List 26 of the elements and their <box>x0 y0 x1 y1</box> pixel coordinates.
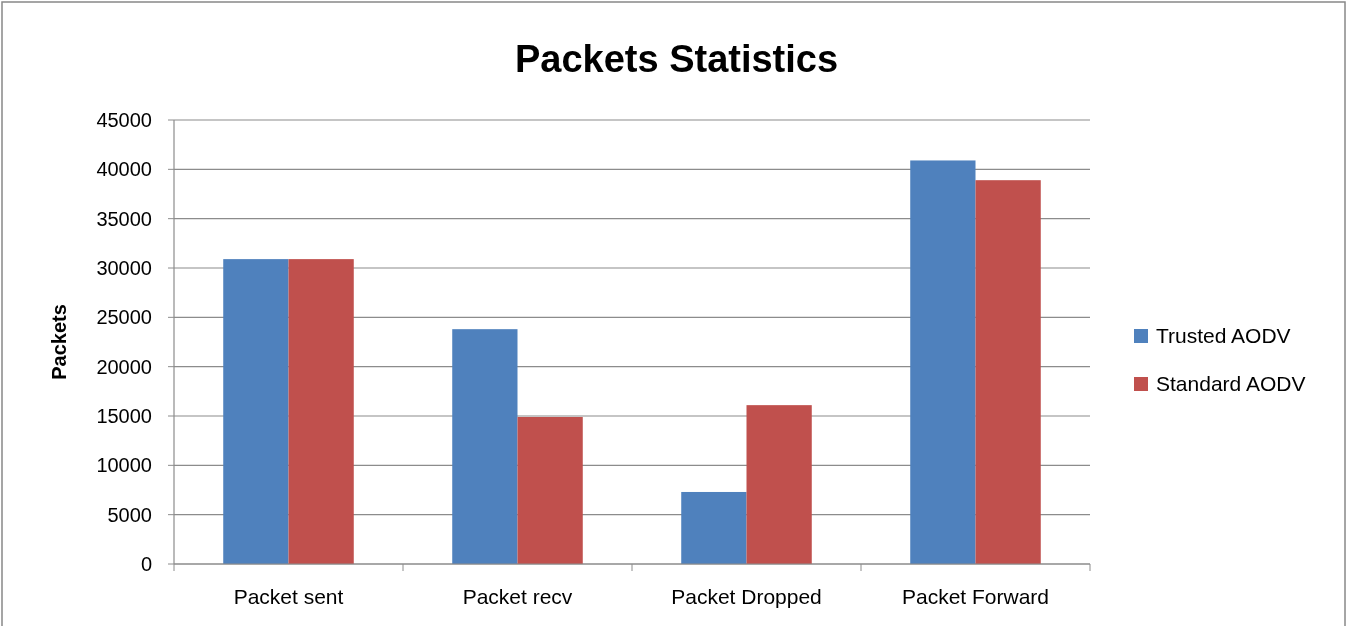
bar <box>223 259 289 564</box>
y-tick-label: 0 <box>140 553 152 575</box>
bar <box>288 259 354 564</box>
y-tick-label: 20000 <box>96 355 152 378</box>
bar <box>975 180 1041 564</box>
bar <box>452 329 518 564</box>
y-tick-label: 5000 <box>107 503 152 526</box>
x-tick-label: Packet Dropped <box>671 585 822 608</box>
y-tick-label: 25000 <box>96 306 152 329</box>
bar <box>910 160 976 564</box>
x-tick-label: Packet sent <box>233 585 344 608</box>
chart-title: Packets Statistics <box>514 38 839 80</box>
y-tick-label: 35000 <box>96 207 152 230</box>
y-axis-title: Packets <box>48 304 70 380</box>
bar <box>746 405 812 564</box>
y-tick-label: 40000 <box>96 158 152 181</box>
y-tick-label: 30000 <box>96 257 152 279</box>
bar <box>681 491 747 564</box>
y-tick-label: 45000 <box>96 109 152 131</box>
x-tick-label: Packet Forward <box>901 585 1050 608</box>
legend-label: Trusted AODV <box>1156 324 1291 348</box>
x-tick-label: Packet recv <box>462 585 573 608</box>
bar <box>517 416 583 564</box>
y-tick-label: 15000 <box>96 405 152 427</box>
y-tick-label: 10000 <box>96 454 152 477</box>
legend-label: Standard AODV <box>1156 372 1306 396</box>
